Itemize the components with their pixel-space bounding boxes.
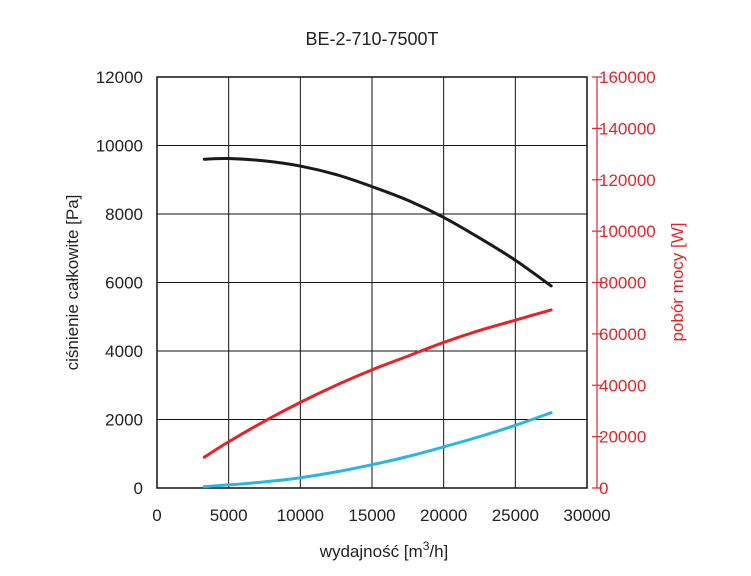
y-left-tick-label: 2000 — [105, 411, 143, 430]
y-right-axis-label: pobór mocy [W] — [668, 222, 687, 341]
y-right-tick-label: 20000 — [599, 428, 646, 447]
y-right-tick-label: 120000 — [599, 171, 656, 190]
y-right-tick-label: 60000 — [599, 325, 646, 344]
series-line-0 — [202, 156, 553, 288]
y-right-tick-labels: 0 20000 40000 60000 80000 100000 120000 140000 1… — [592, 68, 656, 498]
x-tick-labels: 0 5000 10000 15000 20000 25000 30000 — [152, 506, 610, 525]
y-left-tick-label: 8000 — [105, 205, 143, 224]
y-right-tick-label: 160000 — [599, 68, 656, 87]
y-left-tick-label: 6000 — [105, 274, 143, 293]
y-right-tick-label: 80000 — [599, 274, 646, 293]
plot-area — [156, 76, 588, 489]
y-left-tick-label: 10000 — [96, 137, 143, 156]
x-tick-label: 15000 — [348, 506, 395, 525]
y-left-tick-label: 12000 — [96, 68, 143, 87]
chart-title: BE-2-710-7500T — [305, 29, 438, 49]
x-tick-label: 25000 — [492, 506, 539, 525]
x-tick-label: 30000 — [563, 506, 610, 525]
x-tick-label: 0 — [152, 506, 161, 525]
grid-lines — [156, 76, 588, 489]
y-right-tick-label: 140000 — [599, 119, 656, 138]
x-tick-label: 20000 — [420, 506, 467, 525]
x-tick-label: 10000 — [277, 506, 324, 525]
series-line-2 — [202, 411, 553, 489]
y-right-tick-label: 0 — [599, 479, 608, 498]
y-left-tick-label: 4000 — [105, 342, 143, 361]
series-layer — [202, 156, 553, 489]
y-right-tick-label: 40000 — [599, 376, 646, 395]
y-left-tick-label: 0 — [134, 479, 143, 498]
y-left-axis-label: ciśnienie całkowite [Pa] — [63, 195, 82, 371]
y-right-tick-label: 100000 — [599, 222, 656, 241]
y-left-tick-labels: 0 2000 4000 6000 8000 10000 12000 — [96, 68, 143, 498]
x-axis-label: wydajność [m3/h] — [319, 539, 449, 561]
series-line-1 — [202, 308, 553, 459]
x-tick-label: 5000 — [210, 506, 248, 525]
